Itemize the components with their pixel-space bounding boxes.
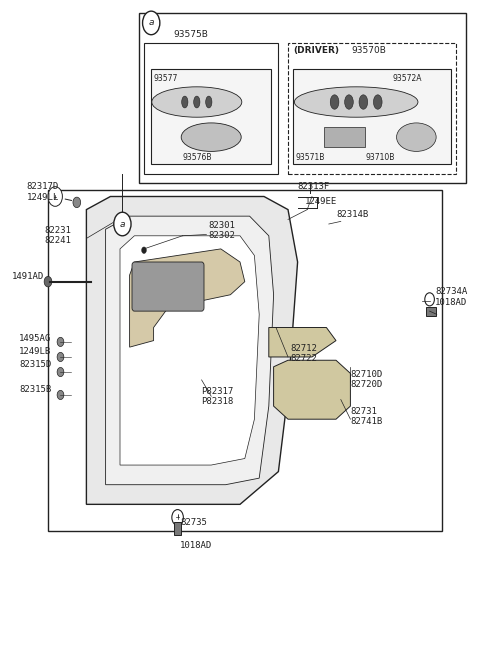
Circle shape bbox=[57, 367, 64, 377]
Text: 82722: 82722 bbox=[290, 354, 317, 364]
Text: 1018AD: 1018AD bbox=[435, 298, 467, 307]
Text: 93577: 93577 bbox=[154, 73, 178, 83]
Ellipse shape bbox=[181, 96, 188, 108]
FancyBboxPatch shape bbox=[151, 69, 271, 164]
Text: 1495AG: 1495AG bbox=[19, 334, 51, 343]
Text: 1249LL: 1249LL bbox=[26, 193, 59, 202]
FancyBboxPatch shape bbox=[426, 307, 436, 316]
Ellipse shape bbox=[373, 95, 382, 109]
FancyBboxPatch shape bbox=[174, 522, 181, 535]
Text: 93572A: 93572A bbox=[392, 73, 421, 83]
Circle shape bbox=[57, 352, 64, 362]
Circle shape bbox=[114, 212, 131, 236]
Ellipse shape bbox=[194, 96, 200, 108]
Circle shape bbox=[73, 197, 81, 208]
Polygon shape bbox=[120, 236, 259, 465]
Text: 82302: 82302 bbox=[209, 231, 236, 240]
Text: 82314B: 82314B bbox=[336, 210, 368, 219]
FancyBboxPatch shape bbox=[293, 69, 451, 164]
Text: 82315B: 82315B bbox=[19, 384, 51, 394]
Ellipse shape bbox=[345, 95, 353, 109]
Text: a: a bbox=[148, 18, 154, 28]
Circle shape bbox=[143, 11, 160, 35]
Text: P82317: P82317 bbox=[202, 386, 234, 396]
Circle shape bbox=[57, 337, 64, 346]
FancyBboxPatch shape bbox=[288, 43, 456, 174]
Polygon shape bbox=[106, 216, 274, 485]
Text: a: a bbox=[120, 219, 125, 229]
Text: 93570B: 93570B bbox=[351, 46, 386, 55]
Circle shape bbox=[48, 187, 62, 206]
Ellipse shape bbox=[181, 123, 241, 151]
FancyBboxPatch shape bbox=[139, 13, 466, 183]
Text: 82313F: 82313F bbox=[298, 182, 330, 191]
Text: 82720D: 82720D bbox=[350, 380, 383, 389]
Text: 82231: 82231 bbox=[44, 226, 71, 235]
Text: 82317D: 82317D bbox=[26, 182, 59, 191]
Circle shape bbox=[57, 390, 64, 400]
Circle shape bbox=[142, 247, 146, 253]
FancyBboxPatch shape bbox=[144, 43, 278, 174]
Polygon shape bbox=[274, 360, 350, 419]
Polygon shape bbox=[269, 328, 336, 357]
Text: 93576B: 93576B bbox=[182, 153, 212, 162]
Polygon shape bbox=[86, 196, 298, 504]
Text: 1018AD: 1018AD bbox=[180, 541, 212, 550]
Ellipse shape bbox=[396, 123, 436, 151]
FancyBboxPatch shape bbox=[132, 262, 204, 311]
FancyBboxPatch shape bbox=[48, 190, 442, 531]
Circle shape bbox=[425, 293, 434, 306]
Text: 82241: 82241 bbox=[44, 236, 71, 245]
Text: 82735: 82735 bbox=[180, 518, 207, 527]
Text: 93571B: 93571B bbox=[295, 153, 324, 162]
Text: 82741B: 82741B bbox=[350, 417, 383, 426]
Text: 82731: 82731 bbox=[350, 407, 377, 416]
Text: 82710D: 82710D bbox=[350, 370, 383, 379]
Text: 1249EE: 1249EE bbox=[305, 196, 337, 206]
Ellipse shape bbox=[294, 87, 418, 117]
Text: 93575B: 93575B bbox=[174, 30, 208, 39]
Text: 93710B: 93710B bbox=[365, 153, 395, 162]
Text: 1491AD: 1491AD bbox=[12, 272, 44, 281]
Text: 82712: 82712 bbox=[290, 344, 317, 353]
Text: (DRIVER): (DRIVER) bbox=[293, 46, 339, 55]
Ellipse shape bbox=[330, 95, 339, 109]
FancyBboxPatch shape bbox=[324, 127, 365, 147]
Circle shape bbox=[172, 510, 183, 525]
Text: 82301: 82301 bbox=[209, 221, 236, 231]
Ellipse shape bbox=[205, 96, 212, 108]
Text: 82315D: 82315D bbox=[19, 360, 51, 369]
Polygon shape bbox=[130, 249, 245, 347]
Text: 82734A: 82734A bbox=[435, 287, 467, 296]
Text: 1249LB: 1249LB bbox=[19, 346, 51, 356]
Ellipse shape bbox=[359, 95, 368, 109]
Circle shape bbox=[44, 276, 52, 287]
Ellipse shape bbox=[152, 87, 242, 117]
Text: P82318: P82318 bbox=[202, 397, 234, 406]
